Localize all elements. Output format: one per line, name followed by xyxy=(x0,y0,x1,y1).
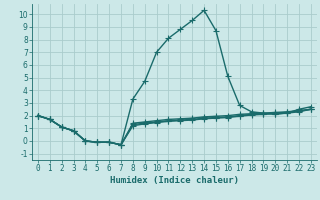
X-axis label: Humidex (Indice chaleur): Humidex (Indice chaleur) xyxy=(110,176,239,185)
